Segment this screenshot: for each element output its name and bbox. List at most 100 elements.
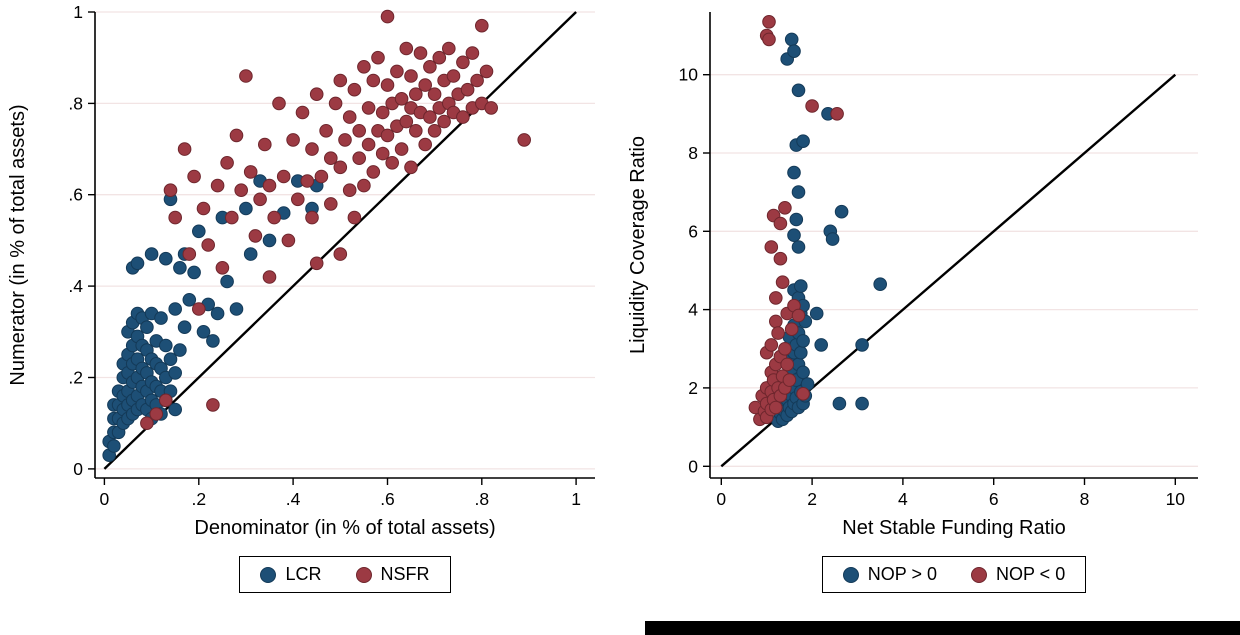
x-axis-title: Denominator (in % of total assets)	[194, 517, 495, 539]
data-point	[456, 110, 470, 124]
data-point	[796, 387, 810, 401]
data-point	[173, 261, 187, 275]
y-tick-label: 0	[73, 459, 83, 479]
data-point	[475, 18, 489, 33]
data-point	[201, 238, 215, 252]
x-axis-title: Net Stable Funding Ratio	[842, 517, 1065, 539]
data-point	[272, 96, 286, 111]
data-point	[780, 357, 794, 372]
nop-negative-marker-icon	[971, 566, 987, 583]
data-point	[432, 50, 447, 65]
x-tick-label: 8	[1080, 489, 1090, 509]
data-point	[762, 32, 776, 47]
data-point	[394, 92, 409, 106]
y-tick-label: 6	[688, 221, 698, 241]
data-point	[177, 142, 192, 156]
data-point	[210, 306, 225, 321]
data-point	[267, 210, 282, 225]
data-point	[762, 14, 776, 29]
data-point	[380, 128, 395, 143]
data-point	[173, 343, 187, 357]
data-point	[305, 142, 319, 156]
data-point	[262, 270, 277, 284]
data-point	[796, 334, 810, 348]
data-point	[791, 308, 806, 323]
nop-negative-legend-label: NOP < 0	[996, 564, 1066, 584]
y-axis-title: Liquidity Coverage Ratio	[627, 136, 649, 354]
data-point	[456, 55, 470, 70]
data-point	[220, 156, 234, 170]
data-point	[479, 64, 494, 79]
x-tick-label: 1	[571, 489, 581, 509]
data-point	[794, 345, 808, 360]
data-point	[159, 393, 173, 408]
data-point	[159, 251, 173, 266]
data-point	[333, 73, 348, 88]
data-point	[338, 133, 352, 147]
data-point	[324, 197, 338, 211]
data-point	[465, 46, 480, 60]
data-point	[773, 216, 788, 231]
data-point	[366, 73, 381, 88]
data-point	[305, 210, 319, 225]
x-tick-label: 0	[100, 489, 110, 509]
bottom-black-bar	[645, 621, 1240, 635]
data-point	[794, 279, 808, 293]
data-point	[784, 32, 799, 47]
data-point	[258, 137, 272, 152]
y-tick-label: .8	[68, 93, 83, 113]
x-tick-label: 0	[716, 489, 726, 509]
data-point	[309, 256, 324, 271]
data-point	[771, 326, 785, 340]
data-point	[769, 314, 783, 329]
data-point	[791, 83, 806, 98]
data-point	[784, 322, 799, 337]
nsfr-legend-label: NSFR	[380, 564, 430, 584]
y-tick-label: .4	[68, 276, 83, 296]
x-tick-label: 4	[898, 489, 908, 509]
data-point	[787, 44, 801, 59]
data-point	[517, 133, 532, 147]
lcr-nsfr-components-chart: 0 .2 .4 .6 .8 1 0 .2 .4 .6 .8 1 Denominator (in % of…	[0, 0, 620, 600]
y-tick-label: .2	[68, 368, 83, 388]
data-point	[769, 400, 783, 415]
data-point	[404, 160, 418, 175]
data-point	[470, 73, 484, 88]
data-point	[295, 105, 310, 120]
nsfr-marker-icon	[355, 566, 372, 583]
data-point	[773, 251, 788, 266]
data-point	[206, 398, 220, 412]
data-point	[168, 210, 182, 225]
y-tick-label: 0	[688, 456, 698, 476]
legend-item-lcr: LCR	[260, 564, 322, 585]
x-tick-label: 2	[807, 489, 817, 509]
45-degree-line	[103, 11, 577, 470]
data-point	[390, 64, 404, 79]
data-point	[192, 224, 206, 239]
data-point	[814, 338, 828, 352]
data-point	[834, 204, 849, 219]
data-point	[243, 165, 258, 179]
data-point	[409, 124, 423, 138]
tick-marks	[703, 73, 1176, 485]
data-point	[418, 137, 433, 152]
data-point	[196, 201, 211, 216]
data-point	[177, 320, 192, 335]
data-point	[168, 366, 182, 380]
y-tick-label: 8	[688, 143, 698, 163]
data-point	[787, 165, 801, 180]
data-point	[342, 183, 357, 197]
x-tick-label: 6	[989, 489, 999, 509]
series-NOP < 0	[748, 14, 844, 427]
data-point	[352, 124, 367, 138]
data-point	[300, 174, 315, 188]
data-point	[789, 212, 804, 227]
data-point	[375, 146, 390, 161]
legend-item-nop-positive: NOP > 0	[842, 564, 937, 585]
data-point	[791, 240, 806, 254]
series-LCR	[102, 174, 324, 463]
data-point	[832, 396, 847, 411]
data-point	[830, 107, 844, 121]
data-point	[366, 165, 381, 179]
data-point	[286, 133, 300, 147]
